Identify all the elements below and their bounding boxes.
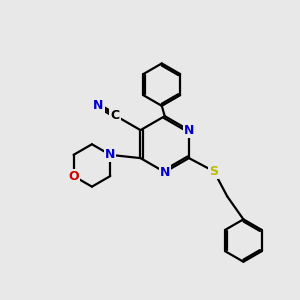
Text: O: O <box>68 169 79 183</box>
Text: S: S <box>209 165 218 178</box>
Text: N: N <box>93 99 103 112</box>
Text: N: N <box>105 148 116 161</box>
Text: N: N <box>184 124 194 136</box>
Text: N: N <box>160 166 170 178</box>
Text: C: C <box>110 109 120 122</box>
